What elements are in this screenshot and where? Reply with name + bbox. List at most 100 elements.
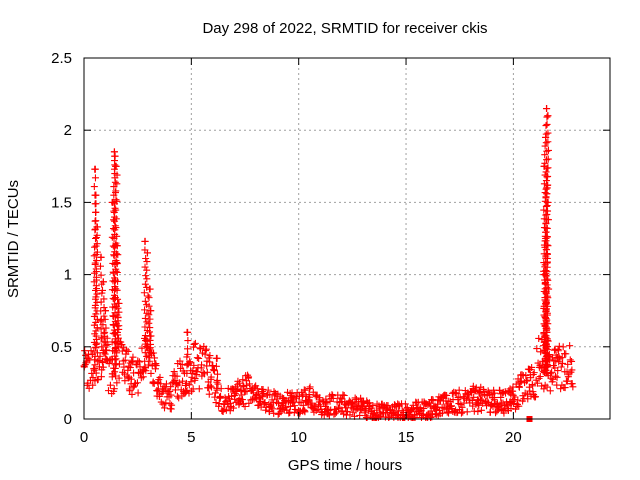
data-point (542, 122, 550, 130)
data-point (568, 366, 576, 374)
data-point (115, 374, 123, 382)
data-point (195, 385, 203, 393)
data-point (90, 183, 98, 191)
data-point (432, 404, 440, 412)
data-point (544, 112, 552, 120)
data-point (316, 394, 324, 402)
data-point (492, 409, 500, 417)
data-point (111, 161, 119, 169)
data-point (546, 387, 554, 395)
data-point (260, 399, 268, 407)
data-point (147, 332, 155, 340)
data-point (159, 400, 167, 408)
data-point (491, 389, 499, 397)
data-point (259, 385, 267, 393)
data-point (541, 333, 549, 341)
data-point (93, 223, 101, 231)
data-point (208, 383, 216, 391)
data-point (100, 312, 108, 320)
data-point (101, 315, 109, 323)
data-point (93, 240, 101, 248)
data-point (476, 395, 484, 403)
data-point (92, 282, 100, 290)
data-point (213, 378, 221, 386)
data-point (514, 396, 522, 404)
x-axis-label: GPS time / hours (288, 457, 402, 474)
data-point (113, 242, 121, 250)
data-point (109, 347, 117, 355)
data-point (322, 395, 330, 403)
data-point (100, 304, 108, 312)
data-point (127, 375, 135, 383)
data-point (213, 386, 221, 394)
data-point (544, 146, 552, 154)
data-point (166, 387, 174, 395)
data-point (125, 362, 133, 370)
data-point (98, 343, 106, 351)
data-point (143, 335, 151, 343)
data-point (229, 404, 237, 412)
data-point (544, 138, 552, 146)
data-point (143, 249, 151, 257)
data-point (548, 368, 556, 376)
data-point (541, 321, 549, 329)
data-point (543, 328, 551, 336)
data-point (161, 404, 169, 412)
data-point (542, 308, 550, 316)
data-point (113, 171, 121, 179)
grid-lines (84, 58, 610, 419)
data-point (475, 401, 483, 409)
data-point (92, 265, 100, 273)
x-tick-label: 5 (187, 429, 195, 446)
data-point (331, 410, 339, 418)
data-point (203, 368, 211, 376)
data-point (532, 393, 540, 401)
data-point (542, 193, 550, 201)
y-tick-label: 1 (64, 267, 72, 284)
data-point (535, 334, 543, 342)
data-point (555, 342, 563, 350)
data-point (458, 403, 466, 411)
data-point (115, 360, 123, 368)
data-point (209, 362, 217, 370)
data-point (543, 383, 551, 391)
data-point (542, 202, 550, 210)
data-point (91, 165, 99, 173)
data-point (554, 347, 562, 355)
data-point (540, 385, 548, 393)
data-point (544, 164, 552, 172)
data-point (93, 257, 101, 265)
data-point (110, 207, 118, 215)
data-point (108, 373, 116, 381)
data-point (339, 391, 347, 399)
data-point (507, 404, 515, 412)
data-point (542, 353, 550, 361)
data-point (468, 389, 476, 397)
data-point (198, 361, 206, 369)
data-point (110, 216, 118, 224)
data-point (150, 380, 158, 388)
data-point (143, 266, 151, 274)
data-point (332, 408, 340, 416)
data-point (268, 396, 276, 404)
x-tick-label: 15 (398, 429, 415, 446)
data-point (469, 382, 477, 390)
data-point (113, 232, 121, 240)
data-point (544, 129, 552, 137)
data-point (536, 373, 544, 381)
data-point (530, 369, 538, 377)
data-point (95, 356, 103, 364)
data-point (114, 277, 122, 285)
data-point (384, 402, 392, 410)
data-point (463, 408, 471, 416)
data-point (113, 379, 121, 387)
data-point (91, 352, 99, 360)
data-point (128, 390, 136, 398)
data-point (312, 406, 320, 414)
data-point (551, 372, 559, 380)
data-point (206, 382, 214, 390)
data-point (562, 350, 570, 358)
data-point (191, 375, 199, 383)
data-point (490, 396, 498, 404)
data-point (190, 340, 198, 348)
